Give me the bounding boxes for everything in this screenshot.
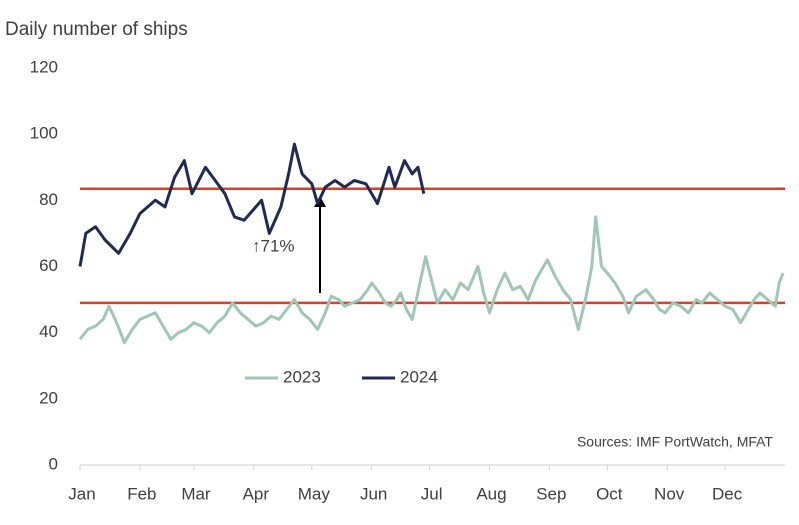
x-tick-label: Apr bbox=[243, 484, 270, 503]
x-tick-label: Nov bbox=[654, 484, 685, 503]
y-tick-label: 0 bbox=[49, 454, 58, 473]
chart-title: Daily number of ships bbox=[5, 19, 188, 40]
x-tick-label: Jun bbox=[360, 484, 387, 503]
legend-label: 2023 bbox=[283, 367, 321, 386]
x-tick-label: Feb bbox=[127, 484, 156, 503]
y-tick-label: 20 bbox=[39, 388, 58, 407]
y-tick-label: 40 bbox=[39, 322, 58, 341]
x-tick-label: Jul bbox=[421, 484, 443, 503]
x-tick-label: Jan bbox=[68, 484, 95, 503]
legend-label: 2024 bbox=[400, 367, 438, 386]
x-tick-label: Oct bbox=[596, 484, 623, 503]
series-line bbox=[78, 142, 426, 267]
annotation: ↑71% bbox=[252, 236, 295, 255]
y-tick-label: 100 bbox=[30, 124, 58, 143]
x-tick-label: Mar bbox=[181, 484, 211, 503]
x-tick-label: Dec bbox=[712, 484, 743, 503]
series-line bbox=[78, 215, 785, 345]
y-tick-label: 120 bbox=[30, 57, 58, 76]
y-tick-label: 80 bbox=[39, 190, 58, 209]
x-tick-label: Sep bbox=[536, 484, 566, 503]
source-note: Sources: IMF PortWatch, MFAT bbox=[577, 434, 773, 450]
x-tick-label: Aug bbox=[476, 484, 506, 503]
y-tick-label: 60 bbox=[39, 256, 58, 275]
x-tick-label: May bbox=[298, 484, 331, 503]
